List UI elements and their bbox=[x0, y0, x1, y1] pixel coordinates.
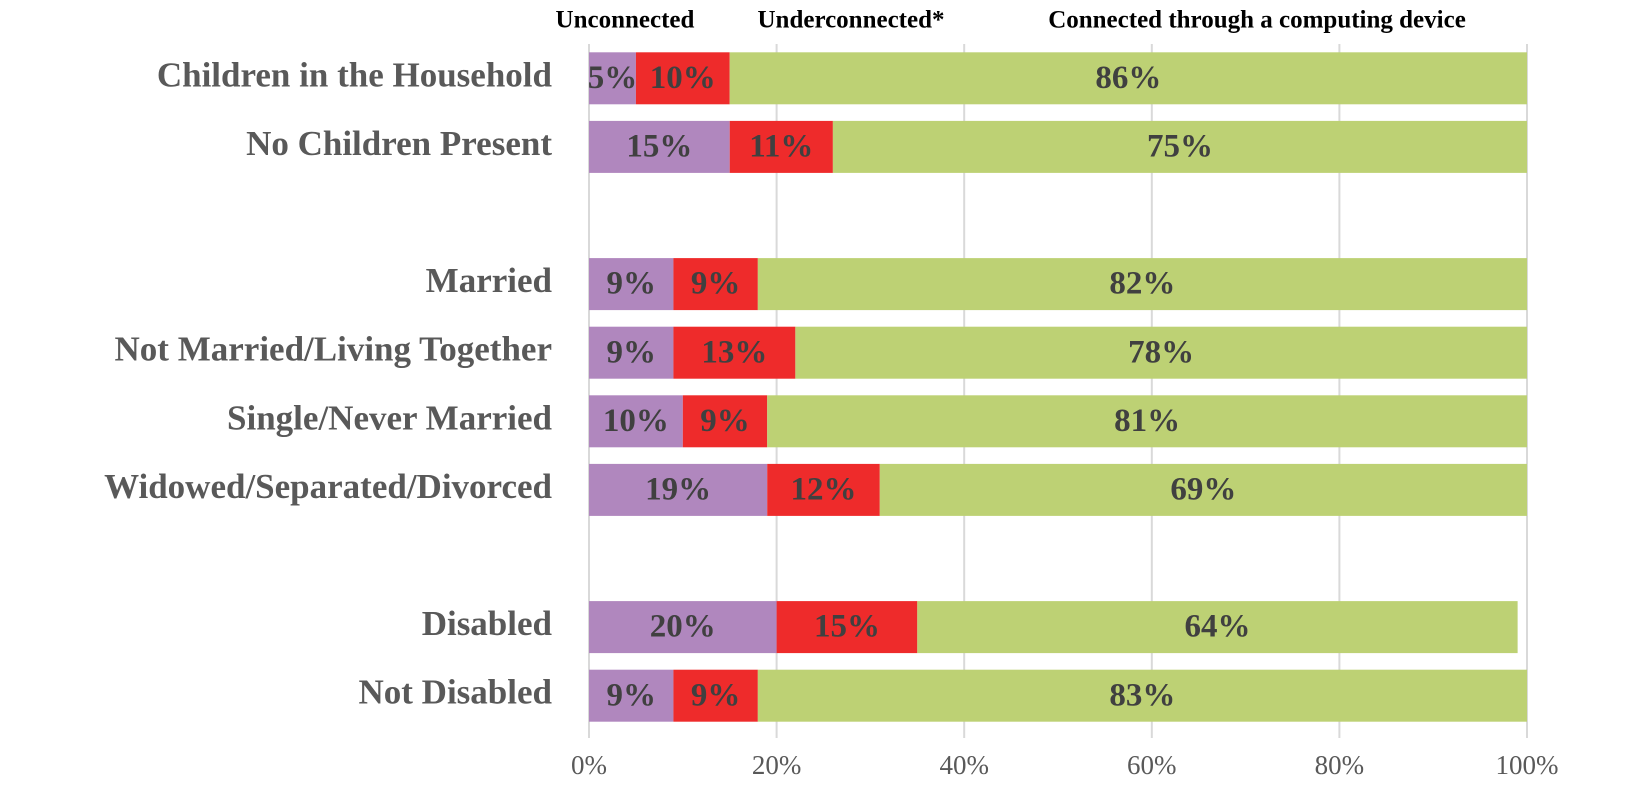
x-tick-label: 80% bbox=[1315, 750, 1365, 780]
value-label: 19% bbox=[645, 471, 711, 507]
value-label: 83% bbox=[1109, 677, 1175, 713]
bar-segment bbox=[767, 463, 880, 516]
x-tick-label: 60% bbox=[1127, 750, 1177, 780]
bar-segment bbox=[767, 395, 1527, 448]
bar-segment bbox=[757, 258, 1527, 311]
value-label: 9% bbox=[606, 266, 656, 302]
bar-segment bbox=[589, 669, 674, 722]
value-label: 9% bbox=[606, 334, 656, 370]
category-label: No Children Present bbox=[246, 124, 552, 163]
category-label: Children in the Household bbox=[157, 55, 553, 94]
value-label: 10% bbox=[603, 403, 669, 439]
bar-segment bbox=[589, 326, 674, 379]
category-label: Single/Never Married bbox=[227, 398, 552, 437]
bar-segment bbox=[729, 120, 833, 173]
category-label: Not Disabled bbox=[359, 673, 553, 712]
value-label: 69% bbox=[1170, 471, 1236, 507]
value-label: 9% bbox=[691, 266, 741, 302]
bar-segment bbox=[589, 258, 674, 311]
bar-segment bbox=[729, 52, 1527, 105]
value-label: 64% bbox=[1184, 609, 1250, 645]
value-label: 9% bbox=[700, 403, 750, 439]
x-tick-label: 0% bbox=[571, 750, 607, 780]
legend-label: Unconnected bbox=[556, 7, 695, 34]
bar-segment bbox=[917, 601, 1518, 654]
x-tick-label: 20% bbox=[752, 750, 802, 780]
legend-label: Underconnected* bbox=[757, 7, 944, 34]
bar-segment bbox=[879, 463, 1527, 516]
value-label: 78% bbox=[1128, 334, 1194, 370]
value-label: 75% bbox=[1147, 128, 1213, 164]
labels: 0% 20% 40% 60% 80% 100% Unconnected Underconnec… bbox=[104, 7, 1558, 780]
bar-segment bbox=[795, 326, 1527, 379]
bar-segment bbox=[589, 463, 768, 516]
bar-segment bbox=[589, 395, 683, 448]
bar-segment bbox=[673, 258, 758, 311]
x-tick-label: 100% bbox=[1496, 750, 1559, 780]
bar-segment bbox=[635, 52, 730, 105]
value-label: 12% bbox=[791, 471, 857, 507]
value-label: 20% bbox=[650, 609, 716, 645]
value-label: 13% bbox=[701, 334, 767, 370]
x-tick-label: 40% bbox=[939, 750, 989, 780]
bar-segment bbox=[673, 669, 758, 722]
value-label: 81% bbox=[1114, 403, 1180, 439]
bar-segment bbox=[682, 395, 768, 448]
category-label: Not Married/Living Together bbox=[115, 330, 552, 369]
value-label: 9% bbox=[606, 677, 656, 713]
value-label: 5% bbox=[588, 60, 638, 96]
bar-segment bbox=[757, 669, 1527, 722]
value-label: 9% bbox=[691, 677, 741, 713]
bar-segment bbox=[776, 601, 918, 654]
value-label: 86% bbox=[1095, 60, 1161, 96]
value-label: 11% bbox=[749, 128, 813, 164]
bar-segment bbox=[673, 326, 796, 379]
legend-label: Connected through a computing device bbox=[1048, 7, 1466, 34]
category-label: Disabled bbox=[422, 604, 553, 643]
bars bbox=[589, 52, 1527, 722]
bar-segment bbox=[589, 52, 636, 105]
category-label: Married bbox=[426, 261, 553, 300]
value-label: 10% bbox=[650, 60, 716, 96]
bar-segment bbox=[589, 601, 777, 654]
bar-segment bbox=[589, 120, 730, 173]
value-label: 15% bbox=[814, 609, 880, 645]
value-label: 82% bbox=[1109, 266, 1175, 302]
value-label: 15% bbox=[626, 128, 692, 164]
bar-segment bbox=[832, 120, 1527, 173]
category-label: Widowed/Separated/Divorced bbox=[104, 467, 552, 506]
